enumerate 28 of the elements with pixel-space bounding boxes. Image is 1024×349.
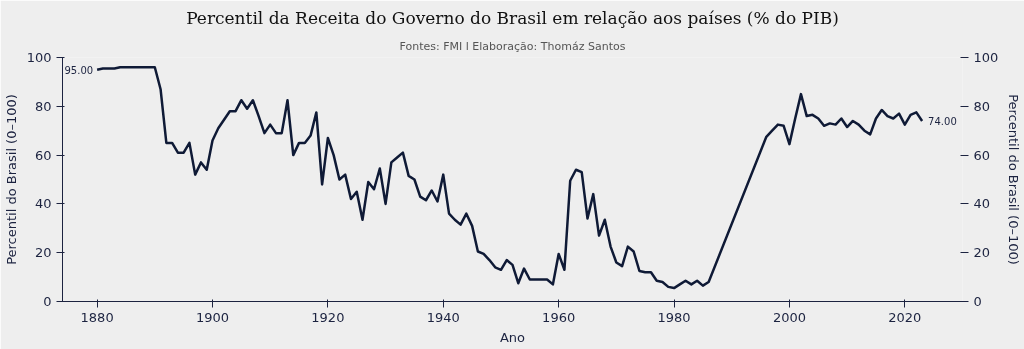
x-axis-title: Ano bbox=[499, 329, 526, 345]
annotation: 74.00 bbox=[928, 115, 957, 127]
y2-axis-title: Percentil do Brasil (0–100) bbox=[1006, 94, 1022, 265]
annotation: 95.00 bbox=[64, 64, 94, 76]
y2-tick-label: 40 bbox=[973, 196, 991, 212]
x-tick-label: 1980 bbox=[657, 309, 691, 325]
text: Fontes: FMI l Elaboração: Thomáz Santos bbox=[399, 39, 626, 53]
x-tick-label: 1920 bbox=[311, 309, 345, 325]
y-tick-label: 60 bbox=[34, 147, 52, 163]
x-tick-label: 1940 bbox=[426, 309, 460, 325]
y2-tick-label: 0 bbox=[973, 294, 982, 309]
x-tick-label: 1960 bbox=[542, 309, 576, 325]
y-tick-label: 40 bbox=[34, 196, 52, 212]
x-tick-label: 2000 bbox=[772, 309, 806, 325]
x-tick-label: 1880 bbox=[80, 309, 114, 325]
y-tick-label: 80 bbox=[34, 98, 52, 114]
y2-tick-label: 20 bbox=[973, 245, 991, 261]
y-tick-label: 20 bbox=[34, 245, 52, 261]
x-tick-label: 1900 bbox=[195, 309, 230, 325]
y-axis-title: Percentil do Brasil (0–100) bbox=[3, 94, 19, 265]
y-tick-label: 0 bbox=[43, 294, 52, 309]
x-tick-label: 2020 bbox=[888, 309, 922, 325]
chart-title: Percentil da Receita do Governo do Brasil em relação aos países (% do PIB) bbox=[186, 7, 839, 28]
y-tick-label: 100 bbox=[26, 50, 52, 65]
y2-tick-label: 80 bbox=[973, 98, 991, 114]
line-series bbox=[95, 66, 924, 290]
y2-tick-label: 60 bbox=[973, 147, 991, 163]
y2-tick-label: 100 bbox=[973, 50, 999, 65]
